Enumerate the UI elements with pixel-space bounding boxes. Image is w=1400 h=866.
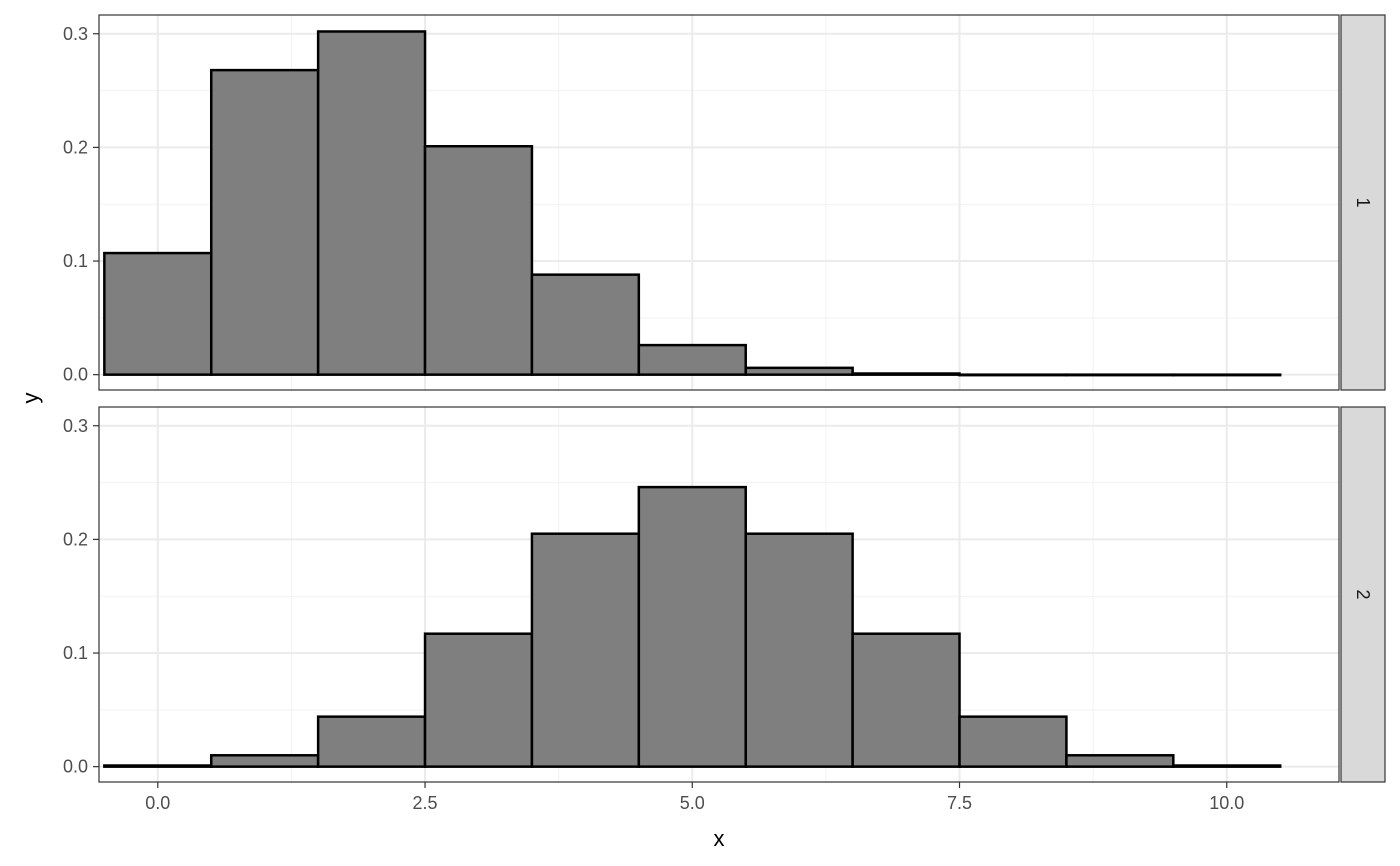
facet-strip <box>1340 14 1386 391</box>
y-tick-label: 0.0 <box>63 757 88 777</box>
y-tick-label: 0.2 <box>63 529 88 549</box>
histogram-bar <box>209 68 320 376</box>
histogram-bar <box>423 632 534 768</box>
y-tick-label: 0.0 <box>63 365 88 385</box>
histogram-bar <box>1172 764 1282 768</box>
histogram-bar <box>103 251 213 376</box>
histogram-bar <box>1172 373 1282 377</box>
y-tick-label: 0.3 <box>63 416 88 436</box>
histogram-bar <box>530 273 641 376</box>
panel-border <box>98 406 1340 783</box>
histogram-bar <box>958 715 1068 768</box>
y-tick-label: 0.3 <box>63 24 88 44</box>
panel-1: 0.0 0.1 0.2 0.3 1 <box>63 14 1386 391</box>
histogram-bar <box>744 532 854 768</box>
y-tick-label: 0.2 <box>63 137 88 157</box>
histogram-bar <box>637 485 747 768</box>
histogram-bar <box>423 145 534 376</box>
y-axis-title: y <box>18 393 43 404</box>
y-tick-label: 0.1 <box>63 643 88 663</box>
facet-strip <box>1340 406 1386 783</box>
y-tick-label: 0.1 <box>63 251 88 271</box>
panel-border <box>98 14 1340 391</box>
facet-strip-label: 2 <box>1353 589 1373 599</box>
histogram-bar <box>103 764 213 768</box>
facet-strip-label: 1 <box>1353 197 1373 207</box>
histogram-bar <box>851 372 961 376</box>
histogram-bar <box>958 373 1068 377</box>
x-tick-label: 7.5 <box>947 793 972 813</box>
histogram-bar <box>209 754 320 768</box>
x-tick-label: 10.0 <box>1209 793 1244 813</box>
panel-2: 0.0 0.1 0.2 0.3 2 <box>63 406 1386 783</box>
histogram-bar <box>744 366 854 376</box>
x-tick-label: 5.0 <box>680 793 705 813</box>
x-axis-title: x <box>714 826 725 851</box>
histogram-bar <box>316 30 427 376</box>
x-tick-label: 2.5 <box>413 793 438 813</box>
histogram-bar <box>637 343 747 376</box>
histogram-bar <box>851 632 961 768</box>
histogram-bar <box>1065 373 1175 377</box>
histogram-bar <box>316 715 427 768</box>
histogram-bar <box>1065 754 1175 768</box>
panels-layer: 0.00.10.20.310.00.10.20.320.0 2.5 5.0 7.5 10… <box>63 14 1386 813</box>
histogram-bar <box>530 532 641 768</box>
x-tick-label: 0.0 <box>145 793 170 813</box>
